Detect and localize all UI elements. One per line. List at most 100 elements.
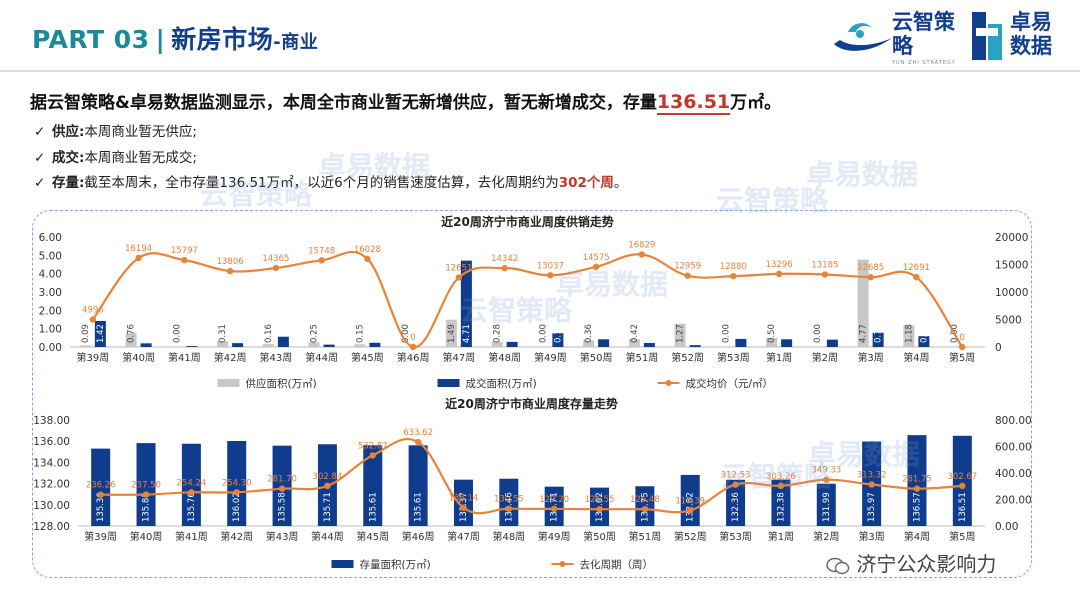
- bar-0-s1: [186, 346, 198, 347]
- zhuoyi-mark-icon: [972, 12, 1002, 60]
- check-icon: ✓: [34, 175, 46, 191]
- line-data-label: 281.70: [267, 475, 297, 485]
- line-point: [684, 272, 691, 279]
- line-data-label: 12685: [857, 263, 884, 273]
- line-data-label: 313.32: [857, 470, 887, 480]
- bar-data-label: 0.42: [630, 324, 640, 343]
- bar-data-label: 136.57: [912, 492, 922, 522]
- bullet-label: 成交:: [52, 150, 85, 166]
- line-data-label: 14365: [262, 254, 289, 264]
- x-tick-label: 第2周: [813, 530, 839, 543]
- y-left-tick-label: 136.00: [33, 436, 70, 448]
- bullet-text: 本周商业暂无供应;: [84, 124, 197, 140]
- bar-0-s1: [277, 336, 289, 347]
- bar-0-s0: [903, 325, 915, 347]
- line-data-label: 16829: [628, 240, 655, 250]
- bar-0-s1: [323, 344, 335, 347]
- line-data-label: 302.84: [313, 472, 343, 482]
- line-point: [505, 505, 513, 512]
- x-tick-label: 第47周: [443, 351, 476, 364]
- bar-1-s0: [816, 483, 836, 526]
- header-divider: [0, 70, 1080, 72]
- x-tick-label: 第48周: [488, 351, 521, 364]
- bar-0-s0: [79, 345, 91, 347]
- bar-1-s0: [408, 445, 428, 526]
- line-data-label: 12691: [903, 263, 930, 273]
- line-point: [687, 507, 694, 514]
- headline-stock-value: 136.51: [656, 91, 731, 115]
- bar-0-s1: [232, 343, 244, 347]
- x-tick-label: 第39周: [84, 530, 117, 543]
- line-data-label: 254.24: [177, 478, 207, 488]
- legend-swatch: [437, 379, 460, 387]
- line-point: [730, 272, 737, 280]
- yunzhi-logo-text: 云智策略: [892, 10, 955, 58]
- line-data-label: 117.39: [675, 496, 705, 506]
- line-point: [592, 263, 600, 271]
- bar-data-label: 0.00: [538, 324, 548, 343]
- line-point: [732, 481, 739, 488]
- line-data-label: 12959: [674, 262, 701, 272]
- y-right-tick-label: 10000: [995, 287, 1028, 299]
- bar-0-s0: [354, 344, 366, 347]
- bullet-stock: ✓ 存量:截至本周末，全市存量136.51万㎡，以近6个月的销售速度估算，去化周期…: [34, 171, 627, 191]
- legend-label: 成交均价（元/㎡）: [686, 377, 774, 390]
- bar-1-s0: [726, 479, 746, 526]
- line-point: [369, 452, 376, 459]
- line-data-label: 13037: [537, 261, 564, 271]
- bar-1-s0: [907, 435, 927, 526]
- bar-0-s1: [140, 343, 152, 347]
- bar-0-s1: [826, 339, 838, 347]
- x-tick-label: 第45周: [351, 351, 384, 364]
- line-data-label: 13296: [766, 260, 793, 270]
- bar-1-s0: [952, 435, 972, 526]
- x-tick-label: 第4周: [904, 530, 930, 543]
- y-left-tick-label: 2.00: [39, 305, 62, 317]
- line-point: [550, 505, 558, 513]
- logos: 云智策略 YUN ZHI STRATEGY 卓易数据: [830, 2, 1070, 72]
- line-data-label: 12880: [720, 262, 747, 272]
- bar-data-label: 135.97: [867, 492, 877, 522]
- bullet-text: 截至本周末，全市存量136.51万㎡，以近6个月的销售速度估算，去化周期约为: [84, 175, 559, 191]
- y-right-tick-label: 400.00: [995, 468, 1032, 480]
- x-tick-label: 第51周: [626, 351, 659, 364]
- line-data-label: 13806: [217, 257, 244, 267]
- x-tick-label: 第49周: [538, 530, 571, 543]
- bar-0-s1: [369, 342, 381, 347]
- part-number: PART 03: [32, 25, 150, 54]
- bar-data-label: 1.27: [676, 324, 686, 343]
- y-right-tick-label: 5000: [995, 315, 1022, 327]
- line-point: [233, 489, 240, 496]
- headline-prefix: 据云智策略&卓易数据监测显示，本周全市商业暂无新增供应，暂无新增成交，存量: [30, 93, 657, 113]
- x-tick-label: 第43周: [260, 351, 293, 364]
- title-main: 新房市场: [171, 25, 274, 54]
- x-tick-label: 第53周: [717, 351, 750, 364]
- x-tick-label: 第50周: [583, 530, 616, 543]
- bar-0-s0: [491, 341, 503, 347]
- line-point: [142, 491, 150, 498]
- line-point: [823, 476, 830, 483]
- bar-data-label: 0.15: [355, 324, 365, 343]
- bar-0-s0: [262, 344, 274, 347]
- bar-data-label: 0.09: [81, 324, 91, 343]
- footer-text: 济宁公众影响力: [856, 552, 997, 576]
- line-data-label: 349.33: [811, 466, 841, 476]
- line-point: [958, 343, 966, 351]
- line-point: [501, 264, 508, 272]
- chart-title: 近20周济宁市商业周度供销走势: [441, 214, 614, 229]
- legend-swatch-dot: [559, 561, 566, 567]
- line-point: [272, 264, 280, 272]
- line-point: [913, 485, 921, 492]
- line-point: [777, 482, 785, 490]
- x-tick-label: 第2周: [812, 351, 838, 364]
- line-point: [181, 256, 188, 264]
- x-tick-label: 第42周: [214, 351, 247, 364]
- x-tick-label: 第1周: [768, 530, 794, 543]
- bar-0-s0: [445, 319, 457, 347]
- line-point: [318, 257, 325, 264]
- bullet-label: 存量:: [52, 175, 85, 191]
- chart-title: 近20周济宁市商业周度存量走势: [445, 396, 618, 411]
- bar-1-s0: [363, 445, 383, 526]
- line-point: [414, 438, 422, 446]
- bullet-deal: ✓ 成交:本周商业暂无成交;: [34, 146, 197, 166]
